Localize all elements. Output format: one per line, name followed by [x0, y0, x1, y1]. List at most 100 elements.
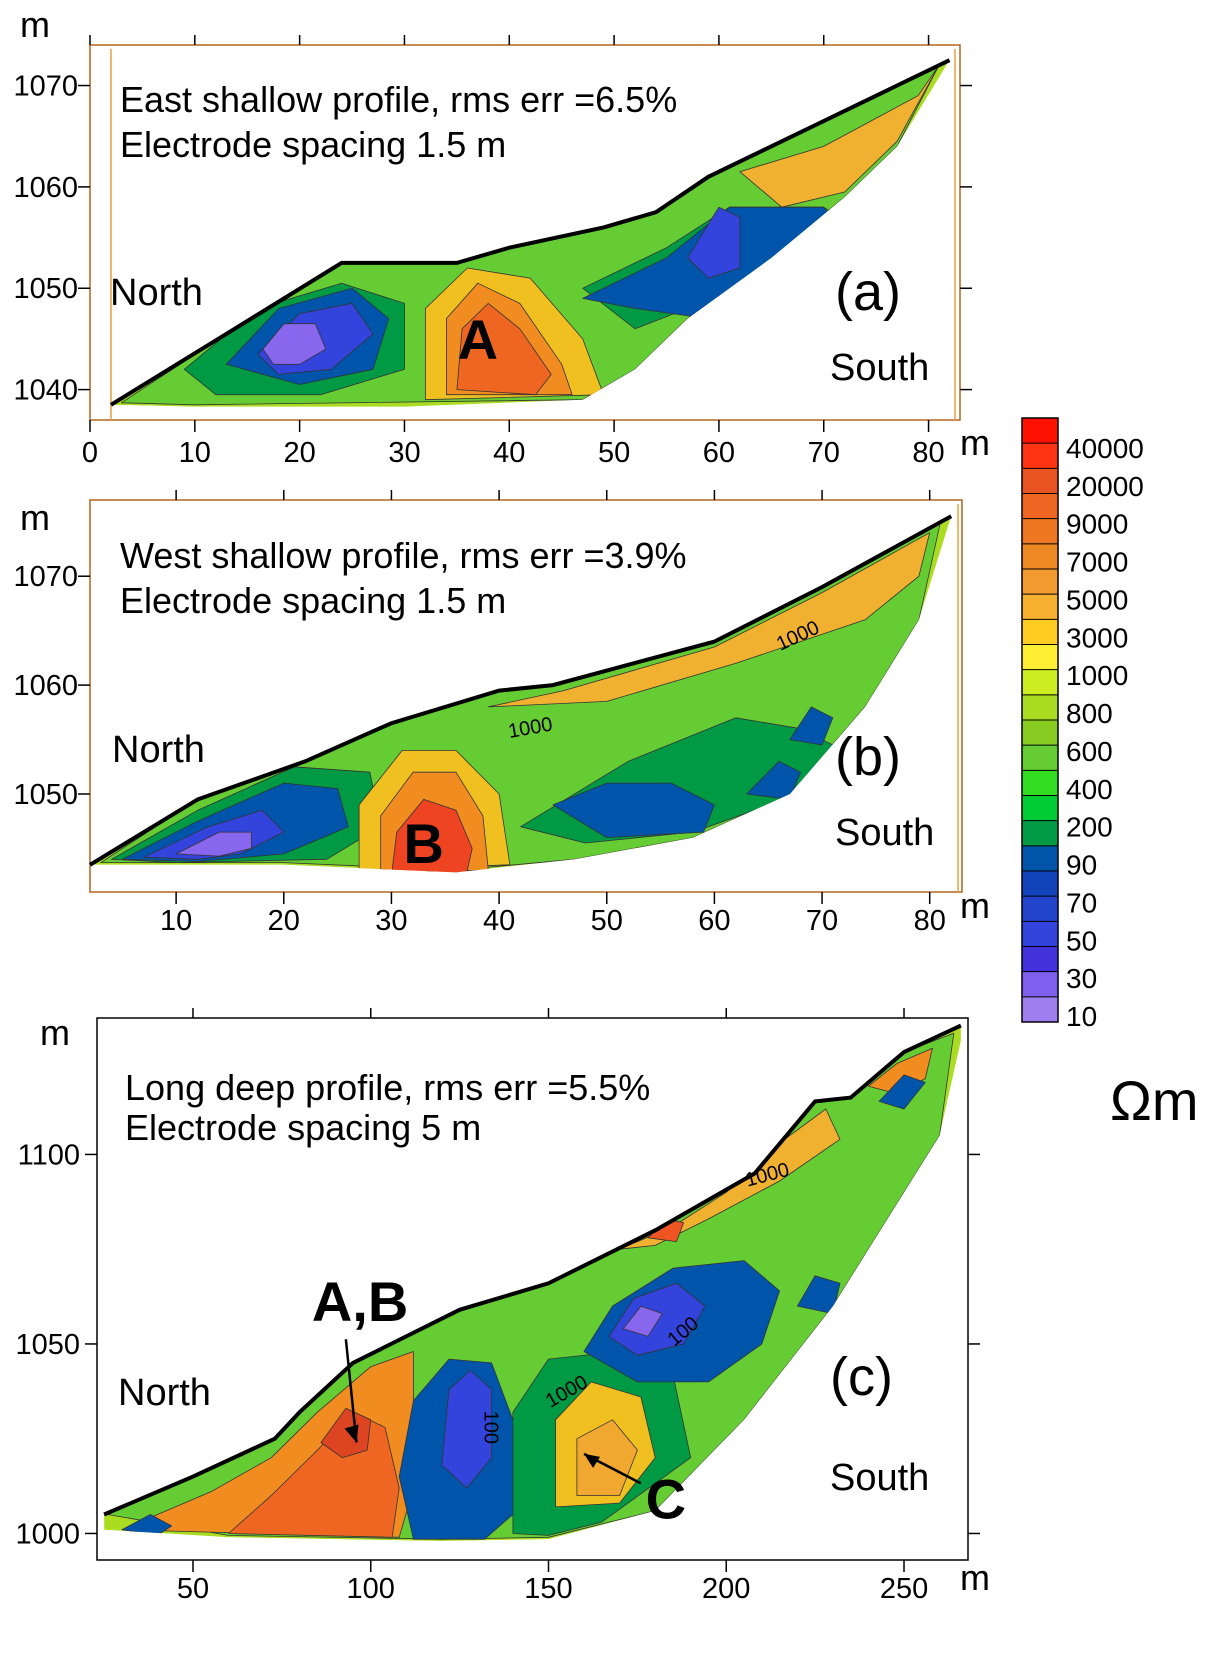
x-tick-label-250: 250 — [880, 1573, 928, 1605]
colorbar-swatch-10 — [1022, 669, 1058, 696]
y-axis-unit: m — [20, 497, 50, 538]
x-tick-label-20: 20 — [284, 437, 316, 469]
x-axis-unit: m — [960, 422, 990, 463]
y-tick-label-1050: 1050 — [13, 779, 78, 811]
north-label: North — [110, 272, 203, 314]
colorbar-label-20000: 20000 — [1066, 471, 1144, 502]
colorbar-swatch-11 — [1022, 694, 1058, 721]
colorbar-label-9000: 9000 — [1066, 509, 1128, 540]
panel-title-line1: Long deep profile, rms err =5.5% — [125, 1067, 650, 1108]
x-tick-label-40: 40 — [493, 437, 525, 469]
y-tick-label-1000: 1000 — [15, 1518, 80, 1550]
resistivity-body-16 — [878, 1074, 926, 1110]
colorbar-label-70: 70 — [1066, 887, 1097, 918]
arrow-c-head — [584, 1453, 601, 1468]
resistivity-section-b — [90, 516, 952, 873]
x-tick-label-10: 10 — [160, 905, 192, 937]
resistivity-body-11 — [576, 1419, 638, 1496]
colorbar-swatch-23 — [1022, 996, 1058, 1023]
colorbar-swatch-15 — [1022, 795, 1058, 822]
x-tick-label-30: 30 — [375, 905, 407, 937]
colorbar-label-200: 200 — [1066, 812, 1113, 843]
y-axis-unit: m — [40, 1012, 70, 1053]
x-tick-label-200: 200 — [702, 1573, 750, 1605]
x-tick-label-10: 10 — [179, 437, 211, 469]
resistivity-body-1 — [739, 64, 940, 208]
colorbar-label-1000: 1000 — [1066, 660, 1128, 691]
resistivity-body-12 — [789, 706, 834, 746]
panel-b: 10 20 30 40 50 60 70 80 1050 1060 1070 m m West shall… — [13, 490, 990, 937]
north-label: North — [112, 729, 205, 771]
colorbar-label-40000: 40000 — [1066, 433, 1144, 464]
x-tick-label-30: 30 — [388, 437, 420, 469]
x-tick-label-100: 100 — [347, 1573, 395, 1605]
colorbar-label-400: 400 — [1066, 774, 1113, 805]
panel-letter-label: (b) — [835, 727, 901, 787]
resistivity-body-8 — [456, 302, 552, 396]
panel-letter-label: (c) — [830, 1347, 893, 1407]
colorbar-label-30: 30 — [1066, 963, 1097, 994]
resistivity-body-14 — [622, 1305, 663, 1337]
y-tick-label-1070: 1070 — [13, 561, 78, 593]
colorbar-label-50: 50 — [1066, 925, 1097, 956]
colorbar-swatch-0 — [1022, 418, 1058, 444]
x-axis-unit: m — [960, 1557, 990, 1598]
colorbar-swatch-8 — [1022, 619, 1058, 645]
arrow-ab-head — [344, 1424, 359, 1443]
colorbar-label-600: 600 — [1066, 736, 1113, 767]
resistivity-body-1 — [619, 1108, 841, 1250]
colorbar-swatch-5 — [1022, 543, 1058, 570]
panel-letter-label: (a) — [835, 262, 901, 322]
colorbar-swatch-4 — [1022, 518, 1058, 545]
colorbar-unit: Ωm — [1110, 1069, 1199, 1132]
colorbar-label-3000: 3000 — [1066, 622, 1128, 653]
colorbar-label-7000: 7000 — [1066, 547, 1128, 578]
x-axis-unit: m — [960, 885, 990, 926]
resistivity-body-5 — [262, 323, 327, 365]
south-label: South — [830, 1457, 929, 1499]
y-tick-label-1060: 1060 — [13, 670, 78, 702]
y-tick-label-1050: 1050 — [13, 273, 78, 305]
anomaly-label-A: A — [458, 308, 498, 371]
colorbar-swatch-22 — [1022, 971, 1058, 998]
x-tick-label-80: 80 — [914, 905, 946, 937]
colorbar-swatch-7 — [1022, 594, 1058, 620]
x-tick-label-60: 60 — [698, 905, 730, 937]
resistivity-body-5 — [175, 831, 252, 857]
x-tick-label-150: 150 — [524, 1573, 572, 1605]
colorbar-swatch-19 — [1022, 896, 1058, 922]
ground-surface-line — [109, 58, 951, 407]
colorbar: 10 30 50 70 90 200 400 600 800 1000 3000 5000 7000 90… — [1021, 417, 1144, 1032]
contour-label-100-b: 100 — [480, 1411, 502, 1444]
colorbar-label-800: 800 — [1066, 698, 1113, 729]
colorbar-swatch-13 — [1022, 745, 1058, 771]
panel-title-line1: West shallow profile, rms err =3.9% — [120, 535, 687, 576]
y-tick-label-1100: 1100 — [18, 1139, 80, 1171]
colorbar-swatch-21 — [1022, 946, 1058, 973]
x-tick-label-50: 50 — [591, 905, 623, 937]
panel-title-line1: East shallow profile, rms err =6.5% — [120, 79, 677, 120]
colorbar-swatch-20 — [1022, 921, 1058, 947]
colorbar-swatch-6 — [1022, 569, 1058, 595]
y-tick-label-1070: 1070 — [13, 71, 78, 103]
colorbar-frame — [1021, 417, 1059, 1023]
x-tick-label-70: 70 — [806, 905, 838, 937]
panel-c: 50 100 150 200 250 1000 1050 1100 m m Long deep pr… — [15, 1008, 990, 1605]
colorbar-swatch-9 — [1022, 644, 1058, 671]
colorbar-swatch-18 — [1022, 871, 1058, 897]
panel-title-line2: Electrode spacing 5 m — [125, 1107, 481, 1148]
ground-surface-line — [103, 1023, 962, 1517]
ground-surface-line — [88, 514, 953, 867]
y-axis-unit: m — [20, 4, 50, 45]
resistivity-body-8 — [390, 799, 473, 873]
anomaly-label-ab: A,B — [312, 1270, 408, 1333]
south-label: South — [835, 812, 934, 854]
x-tick-label-40: 40 — [483, 905, 515, 937]
x-tick-label-50: 50 — [598, 437, 630, 469]
colorbar-swatch-2 — [1022, 468, 1058, 494]
resistivity-body-11 — [746, 760, 801, 800]
x-tick-label-20: 20 — [268, 905, 300, 937]
colorbar-swatch-1 — [1022, 443, 1058, 469]
y-tick-label-1050: 1050 — [15, 1329, 80, 1361]
